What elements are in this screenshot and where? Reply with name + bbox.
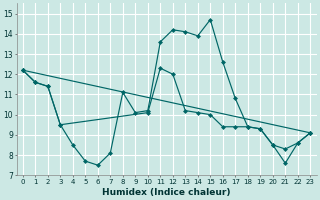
- X-axis label: Humidex (Indice chaleur): Humidex (Indice chaleur): [102, 188, 231, 197]
